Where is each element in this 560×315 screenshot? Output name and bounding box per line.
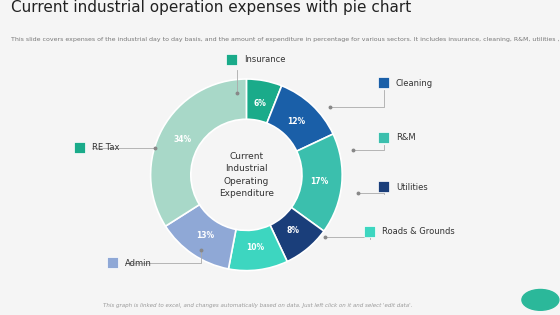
FancyBboxPatch shape — [379, 133, 390, 144]
Text: Current
Industrial
Operating
Expenditure: Current Industrial Operating Expenditure — [219, 152, 274, 198]
Text: 12%: 12% — [287, 117, 305, 126]
Wedge shape — [270, 208, 324, 261]
Text: 6%: 6% — [254, 99, 267, 108]
Text: 13%: 13% — [197, 231, 214, 239]
FancyBboxPatch shape — [226, 54, 237, 66]
Text: 34%: 34% — [174, 135, 192, 144]
FancyBboxPatch shape — [379, 77, 390, 89]
Text: Roads & Grounds: Roads & Grounds — [382, 227, 455, 237]
Text: Cleaning: Cleaning — [396, 78, 433, 88]
Text: This graph is linked to excel, and changes automatically based on data. Just lef: This graph is linked to excel, and chang… — [103, 303, 412, 308]
Text: 10%: 10% — [246, 243, 264, 252]
Wedge shape — [267, 86, 333, 151]
Text: R&M: R&M — [396, 134, 416, 142]
Text: Current industrial operation expenses with pie chart: Current industrial operation expenses wi… — [11, 0, 412, 15]
FancyBboxPatch shape — [108, 257, 119, 268]
Text: 17%: 17% — [310, 177, 328, 186]
Wedge shape — [151, 79, 246, 226]
FancyBboxPatch shape — [74, 142, 86, 153]
Text: Admin: Admin — [125, 259, 152, 267]
Wedge shape — [228, 225, 287, 271]
Text: RE Tax: RE Tax — [92, 144, 119, 152]
Wedge shape — [166, 205, 236, 269]
Text: Utilities: Utilities — [396, 182, 428, 192]
Wedge shape — [291, 134, 342, 231]
Text: This slide covers expenses of the industrial day to day basis, and the amount of: This slide covers expenses of the indust… — [11, 37, 560, 42]
FancyBboxPatch shape — [379, 181, 390, 192]
FancyBboxPatch shape — [365, 226, 376, 238]
Wedge shape — [246, 79, 282, 123]
Text: Insurance: Insurance — [244, 55, 286, 65]
Text: 8%: 8% — [286, 226, 299, 235]
